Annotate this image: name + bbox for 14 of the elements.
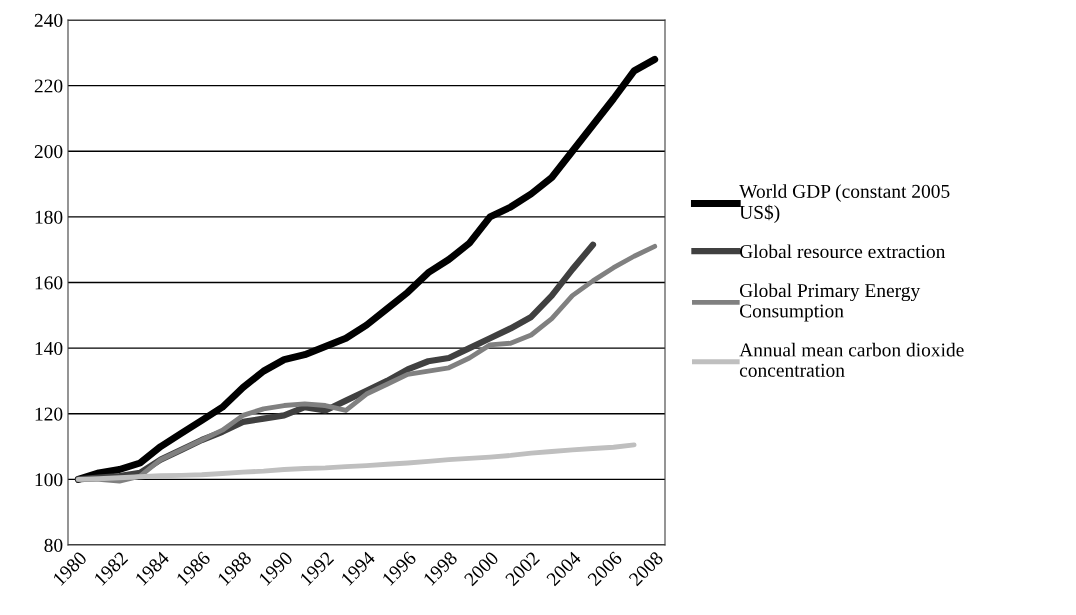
y-tick-label: 240 [34,13,63,27]
y-tick-label: 200 [34,145,63,159]
y-tick-label: 80 [44,538,63,552]
y-tick-label: 160 [35,276,63,290]
legend-label: Global resource extraction [739,244,946,259]
y-tick-label: 140 [35,341,63,356]
y-tick-label: 120 [35,407,63,421]
y-tick-label: 100 [35,473,63,487]
y-tick-label: 220 [34,79,63,93]
y-tick-label: 180 [35,210,63,224]
line-series [75,442,637,482]
legend-label: World GDP (constant 2005 US$) [739,184,950,223]
legend-label: Global Primary Energy Consumption [739,283,921,322]
legend-label: Annual mean carbon dioxide concentration [739,342,964,377]
